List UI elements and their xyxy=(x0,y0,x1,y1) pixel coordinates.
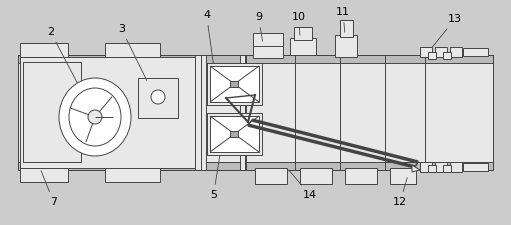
Text: 14: 14 xyxy=(289,170,317,200)
Bar xyxy=(253,44,283,58)
Circle shape xyxy=(88,110,102,124)
Bar xyxy=(18,55,493,170)
Bar xyxy=(240,55,245,170)
Bar xyxy=(420,47,432,57)
Text: 2: 2 xyxy=(47,27,79,86)
Bar xyxy=(230,81,238,87)
Text: 10: 10 xyxy=(292,12,306,35)
Text: 7: 7 xyxy=(41,171,57,207)
Bar xyxy=(230,131,238,137)
Bar xyxy=(443,165,451,172)
Bar xyxy=(463,163,488,171)
Bar xyxy=(255,168,287,184)
Text: 13: 13 xyxy=(432,14,462,48)
Text: 9: 9 xyxy=(255,12,263,41)
Bar xyxy=(210,66,259,102)
Text: 12: 12 xyxy=(393,178,407,207)
Bar xyxy=(450,162,462,172)
Text: 11: 11 xyxy=(336,7,350,32)
Bar xyxy=(18,55,493,63)
Bar xyxy=(450,47,462,57)
Bar xyxy=(340,20,353,37)
Bar xyxy=(435,162,447,172)
Bar xyxy=(20,43,68,57)
Bar xyxy=(20,57,195,168)
Text: 5: 5 xyxy=(210,145,222,200)
Bar xyxy=(300,168,332,184)
Bar xyxy=(207,113,262,155)
Bar xyxy=(195,55,201,170)
Circle shape xyxy=(151,90,165,104)
Bar xyxy=(201,55,206,170)
Bar xyxy=(435,47,447,57)
Bar xyxy=(23,62,81,162)
Bar xyxy=(18,55,493,170)
Bar xyxy=(390,168,416,184)
Text: 4: 4 xyxy=(203,10,214,65)
Bar xyxy=(105,168,160,182)
Bar xyxy=(18,162,493,170)
Bar xyxy=(420,162,432,172)
Bar xyxy=(335,35,357,57)
Bar xyxy=(290,38,316,55)
Bar xyxy=(443,52,451,59)
Bar xyxy=(253,33,283,46)
Bar xyxy=(210,116,259,152)
Bar xyxy=(428,165,436,172)
Bar xyxy=(138,78,178,118)
Bar xyxy=(105,43,160,57)
Ellipse shape xyxy=(59,78,131,156)
Bar xyxy=(20,168,68,182)
Polygon shape xyxy=(412,165,420,172)
Bar xyxy=(207,63,262,105)
Bar xyxy=(294,27,312,40)
Bar xyxy=(463,48,488,56)
Bar xyxy=(428,52,436,59)
Text: 3: 3 xyxy=(118,24,147,81)
Bar xyxy=(345,168,377,184)
